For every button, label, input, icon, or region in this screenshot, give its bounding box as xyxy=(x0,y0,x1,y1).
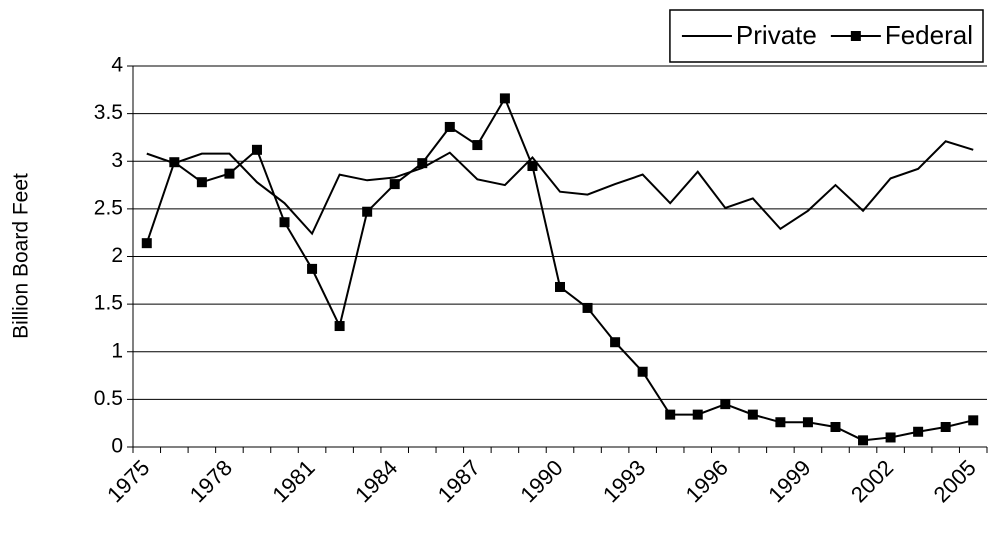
y-tick-label: 0.5 xyxy=(94,387,123,410)
point-marker xyxy=(940,421,951,432)
point-marker xyxy=(389,179,400,190)
legend: Private Federal xyxy=(669,9,984,63)
legend-marker xyxy=(850,31,861,41)
point-marker xyxy=(692,409,703,420)
point-marker xyxy=(334,321,345,332)
y-tick-label: 4 xyxy=(111,54,123,77)
y-tick-label: 1.5 xyxy=(94,292,123,315)
y-tick-label: 2 xyxy=(111,244,123,267)
x-tick-label: 1990 xyxy=(515,455,567,507)
y-tick-label: 0 xyxy=(111,435,123,458)
point-marker xyxy=(665,409,676,420)
point-marker xyxy=(610,337,621,348)
legend-label: Private xyxy=(736,20,817,50)
y-tick-label: 3 xyxy=(111,149,123,172)
point-marker xyxy=(775,417,786,428)
point-marker xyxy=(307,263,318,274)
point-marker xyxy=(802,417,813,428)
point-marker xyxy=(444,121,455,132)
x-tick-label: 2005 xyxy=(929,455,981,507)
point-marker xyxy=(472,140,483,151)
point-marker xyxy=(555,281,565,292)
series-line xyxy=(146,140,974,236)
point-marker xyxy=(720,399,731,410)
y-tick-label: 2.5 xyxy=(94,196,123,219)
point-marker xyxy=(830,421,841,432)
series-line xyxy=(145,96,974,442)
x-tick-label: 1981 xyxy=(267,455,319,507)
x-tick-label: 1975 xyxy=(102,455,154,507)
point-marker xyxy=(279,217,290,228)
point-marker xyxy=(196,177,207,188)
x-tick-label: 1993 xyxy=(598,455,650,507)
point-marker xyxy=(885,432,896,443)
point-marker xyxy=(968,415,979,426)
point-marker xyxy=(637,366,648,377)
y-tick-label: 3.5 xyxy=(94,101,123,124)
y-axis-label: Billion Board Feet xyxy=(10,173,33,339)
point-marker xyxy=(582,302,593,313)
point-marker xyxy=(858,435,869,446)
x-tick-label: 1996 xyxy=(681,455,733,507)
point-marker xyxy=(141,238,152,249)
point-marker xyxy=(169,157,180,168)
y-tick-label: 1 xyxy=(111,339,123,362)
legend-label: Federal xyxy=(885,20,973,50)
x-tick-label: 2002 xyxy=(846,455,898,507)
x-tick-label: 1978 xyxy=(185,455,237,507)
point-marker xyxy=(417,158,428,169)
legend-item: Private xyxy=(681,20,817,50)
point-marker xyxy=(224,168,235,179)
point-marker xyxy=(527,161,538,172)
point-marker xyxy=(251,144,262,155)
point-marker xyxy=(499,93,510,104)
point-marker xyxy=(362,206,373,217)
x-tick-label: 1987 xyxy=(433,455,485,507)
legend-item: Federal xyxy=(830,20,973,50)
x-tick-label: 1984 xyxy=(350,455,402,507)
point-marker xyxy=(913,426,924,437)
point-marker xyxy=(747,409,758,420)
x-tick-label: 1999 xyxy=(763,455,815,507)
